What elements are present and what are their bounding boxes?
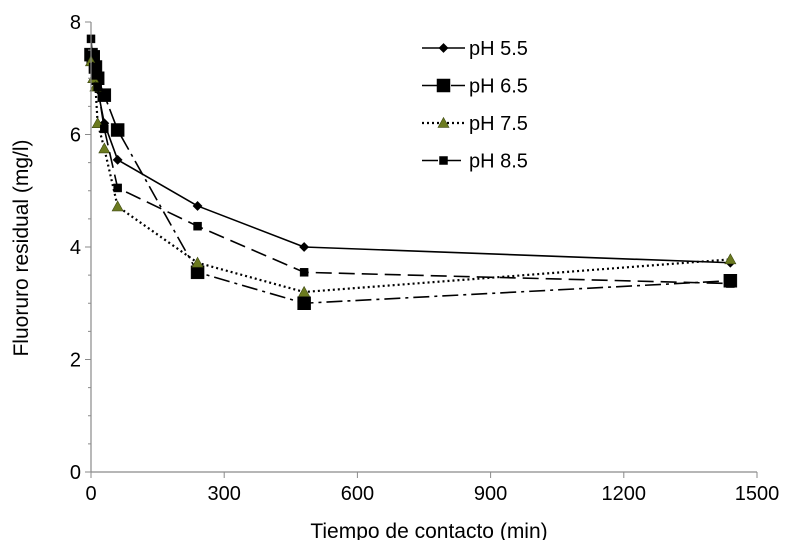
legend-marker-ph-7-5	[437, 116, 450, 128]
series-ph-7-5	[84, 55, 737, 297]
y-tick-label: 4	[70, 237, 81, 259]
data-point-ph-7-5	[298, 285, 311, 297]
series-line-ph-6-5	[90, 54, 731, 305]
x-tick-label: 0	[85, 483, 96, 505]
series-ph-5-5	[86, 50, 736, 268]
data-point-ph-7-5	[111, 200, 124, 212]
legend-label-ph-7-5: pH 7.5	[469, 113, 528, 135]
legend-label-ph-6-5: pH 6.5	[469, 76, 528, 98]
data-point-ph-7-5	[724, 253, 737, 265]
data-point-ph-8-5	[100, 124, 109, 134]
series-ph-6-5	[84, 47, 738, 310]
x-tick-label: 1500	[735, 483, 780, 505]
data-point-ph-8-5	[193, 221, 202, 231]
legend-marker-ph-8-5	[439, 156, 448, 165]
data-point-ph-8-5	[299, 268, 309, 277]
series-line-ph-5-5	[90, 55, 731, 264]
data-point-ph-6-5	[110, 123, 125, 137]
data-point-ph-6-5	[297, 296, 311, 310]
y-axis-title: Fluoruro residual (mg/l)	[10, 139, 33, 356]
data-point-ph-8-5	[93, 82, 102, 91]
x-tick-label: 600	[341, 483, 374, 505]
legend-label-ph-8-5: pH 8.5	[469, 151, 528, 173]
y-tick-label: 8	[70, 12, 81, 34]
legend-marker-ph-5-5	[438, 43, 449, 53]
legend: pH 5.5 pH 6.5 pH 7.5 pH 8.5	[422, 38, 528, 173]
data-point-ph-5-5	[112, 154, 123, 165]
axes-layer: 0 2 4 6 8 0 300 600 900 1200 1500	[70, 12, 779, 505]
data-point-ph-8-5	[113, 183, 122, 193]
data-point-ph-8-5	[91, 71, 100, 80]
x-tick-label: 900	[474, 483, 507, 505]
data-point-ph-6-5	[97, 88, 112, 102]
y-tick-label: 2	[70, 350, 81, 372]
data-point-ph-5-5	[192, 201, 203, 211]
data-point-ph-8-5	[88, 62, 98, 72]
series-line-ph-7-5	[89, 61, 731, 294]
legend-item-ph-6-5: pH 6.5	[422, 76, 528, 98]
legend-marker-ph-6-5	[436, 78, 451, 93]
plot-layer	[84, 34, 738, 310]
data-point-ph-7-5	[98, 142, 111, 154]
data-point-ph-7-5	[191, 256, 204, 268]
series-line-ph-8-5	[90, 38, 731, 285]
y-tick-label: 6	[70, 125, 81, 147]
data-point-ph-8-5	[726, 279, 735, 288]
y-tick-label: 0	[70, 462, 81, 484]
legend-item-ph-7-5: pH 7.5	[422, 113, 528, 135]
data-point-ph-5-5	[299, 242, 310, 252]
legend-item-ph-5-5: pH 5.5	[422, 38, 528, 60]
x-axis-title: Tiempo de contacto (min)	[310, 520, 547, 540]
legend-item-ph-8-5: pH 8.5	[422, 151, 528, 173]
x-tick-label: 1200	[602, 483, 647, 505]
data-point-ph-6-5	[190, 265, 205, 280]
legend-label-ph-5-5: pH 5.5	[469, 38, 528, 60]
x-tick-label: 300	[208, 483, 241, 505]
